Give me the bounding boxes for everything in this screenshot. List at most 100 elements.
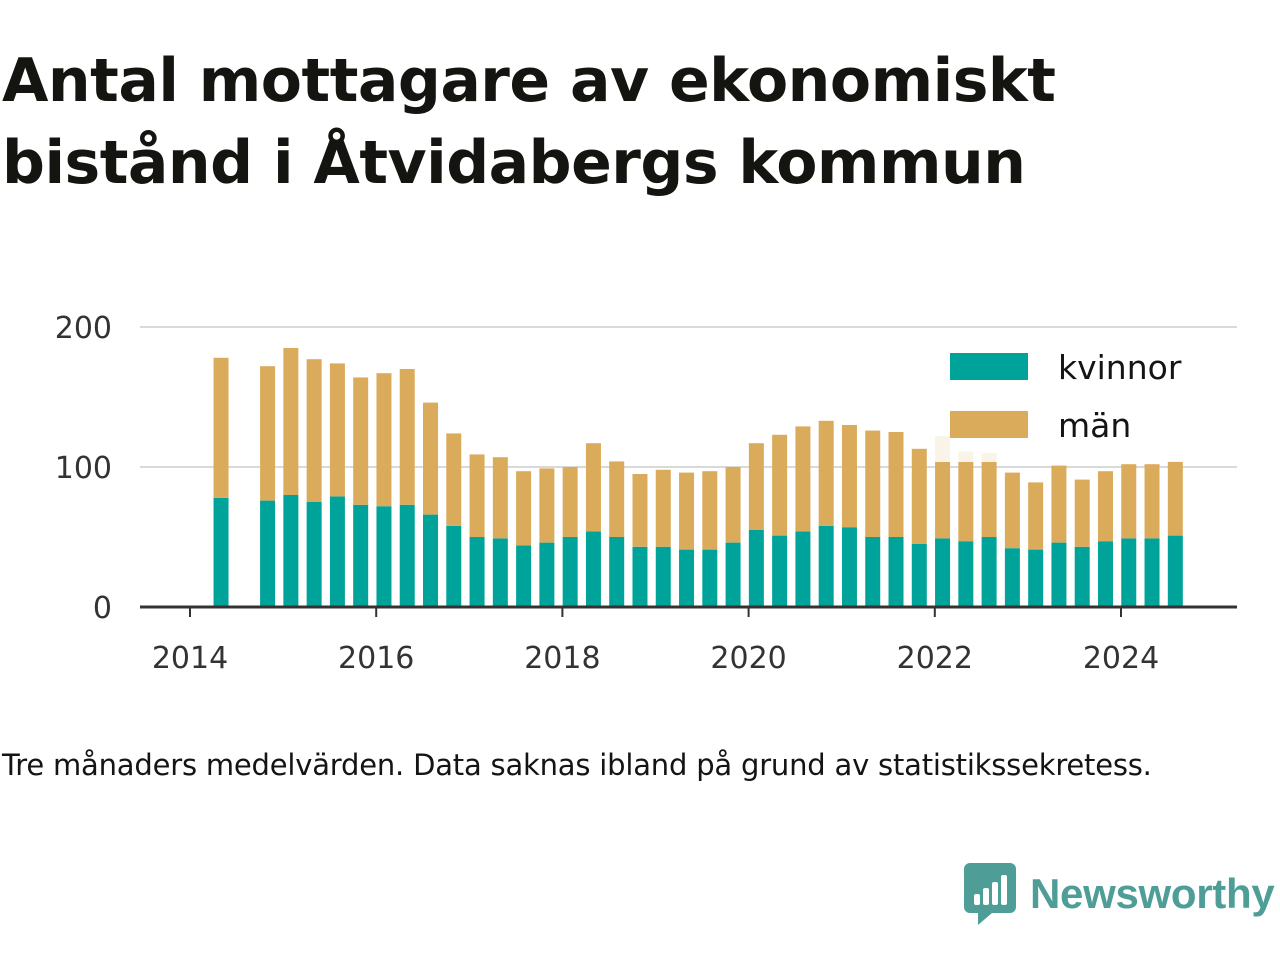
- legend: kvinnor män: [932, 340, 1202, 462]
- bar-kvinnor: [725, 542, 741, 607]
- bar-kvinnor: [1004, 548, 1020, 607]
- bar-man: [1097, 471, 1113, 542]
- bar-man: [516, 471, 532, 546]
- bar-man: [306, 359, 322, 502]
- bar-man: [1028, 482, 1044, 550]
- bar-man: [1004, 472, 1020, 549]
- bar-kvinnor: [888, 537, 904, 607]
- bar-man: [888, 432, 904, 537]
- bar-kvinnor: [1167, 535, 1183, 607]
- bar-man: [539, 468, 555, 543]
- bar-kvinnor: [283, 495, 299, 607]
- bar-kvinnor: [306, 502, 322, 607]
- bar-kvinnor: [516, 545, 532, 607]
- bar-man: [1051, 465, 1067, 543]
- y-tick-label: 200: [55, 311, 112, 346]
- x-tick-label: 2022: [897, 641, 973, 676]
- bar-man: [1167, 461, 1183, 536]
- bar-kvinnor: [795, 531, 811, 607]
- bar-kvinnor: [679, 549, 695, 607]
- bar-man: [283, 348, 299, 495]
- bar-man: [725, 467, 741, 543]
- bar-kvinnor: [399, 504, 415, 607]
- y-tick-label: 100: [55, 451, 112, 486]
- bar-kvinnor: [213, 497, 229, 607]
- bar-man: [772, 434, 788, 536]
- legend-swatch-kvinnor: [950, 353, 1028, 380]
- bar-kvinnor: [446, 525, 462, 607]
- legend-label: kvinnor: [1058, 348, 1182, 387]
- brand-logo[interactable]: Newsworthy: [964, 862, 1275, 926]
- bars: [213, 348, 1183, 607]
- bar-kvinnor: [1097, 541, 1113, 607]
- bar-man: [865, 430, 881, 537]
- bar-kvinnor: [958, 541, 974, 607]
- bar-man: [1074, 479, 1090, 547]
- x-tick-label: 2024: [1083, 641, 1159, 676]
- y-tick-label: 0: [93, 591, 112, 626]
- bar-kvinnor: [1074, 546, 1090, 607]
- bar-kvinnor: [632, 546, 648, 607]
- stacked-bar-chart: 0 100 200 2014 2016 2018 2020 2022 2024 kvinnor…: [55, 311, 1237, 676]
- bar-man: [562, 467, 578, 537]
- bar-kvinnor: [911, 544, 927, 607]
- bar-man: [353, 377, 369, 505]
- y-axis-ticks: 0 100 200: [55, 311, 112, 626]
- bar-kvinnor: [376, 506, 392, 607]
- bar-man: [679, 472, 695, 550]
- bar-man: [446, 433, 462, 526]
- brand-name: Newsworthy: [1030, 870, 1275, 917]
- bar-kvinnor: [1028, 549, 1044, 607]
- bar-man: [329, 363, 345, 497]
- x-tick-label: 2020: [710, 641, 786, 676]
- bar-man: [585, 443, 601, 532]
- bar-kvinnor: [865, 537, 881, 607]
- bar-kvinnor: [655, 546, 671, 607]
- bar-man: [841, 425, 857, 528]
- bar-kvinnor: [702, 549, 718, 607]
- bar-man: [748, 443, 764, 530]
- bar-man: [399, 369, 415, 505]
- bar-man: [911, 448, 927, 544]
- bar-man: [655, 469, 671, 547]
- bar-kvinnor: [329, 496, 345, 607]
- bar-man: [213, 357, 229, 498]
- chart-note: Tre månaders medelvärden. Data saknas ib…: [2, 748, 1152, 782]
- bar-man: [423, 402, 439, 515]
- x-axis: 2014 2016 2018 2020 2022 2024: [140, 605, 1237, 676]
- bar-kvinnor: [562, 537, 578, 607]
- bar-kvinnor: [609, 537, 625, 607]
- bar-kvinnor: [1144, 538, 1160, 607]
- bar-man: [958, 451, 974, 542]
- bar-man: [492, 457, 508, 539]
- bar-kvinnor: [841, 527, 857, 607]
- bar-kvinnor: [423, 514, 439, 607]
- bar-kvinnor: [1121, 538, 1137, 607]
- newsworthy-logo-icon: [964, 863, 1016, 925]
- bar-man: [260, 366, 276, 501]
- x-tick-label: 2018: [524, 641, 600, 676]
- bar-man: [376, 373, 392, 507]
- bar-man: [469, 454, 485, 537]
- bar-man: [702, 471, 718, 550]
- bar-kvinnor: [585, 531, 601, 607]
- bar-kvinnor: [748, 530, 764, 607]
- bar-kvinnor: [492, 538, 508, 607]
- bar-kvinnor: [818, 525, 834, 607]
- bar-man: [818, 420, 834, 526]
- legend-label: män: [1058, 406, 1131, 445]
- bar-kvinnor: [353, 504, 369, 607]
- bar-kvinnor: [1051, 542, 1067, 607]
- bar-man: [795, 426, 811, 532]
- bar-kvinnor: [260, 500, 276, 607]
- bar-kvinnor: [469, 537, 485, 607]
- bar-kvinnor: [981, 537, 997, 607]
- x-tick-label: 2014: [152, 641, 228, 676]
- chart-title: Antal mottagare av ekonomiskt bistånd i …: [2, 46, 1056, 198]
- bar-kvinnor: [539, 542, 555, 607]
- bar-man: [632, 474, 648, 547]
- bar-kvinnor: [935, 538, 951, 607]
- legend-swatch-man: [950, 411, 1028, 438]
- bar-man: [609, 461, 625, 537]
- x-tick-label: 2016: [338, 641, 414, 676]
